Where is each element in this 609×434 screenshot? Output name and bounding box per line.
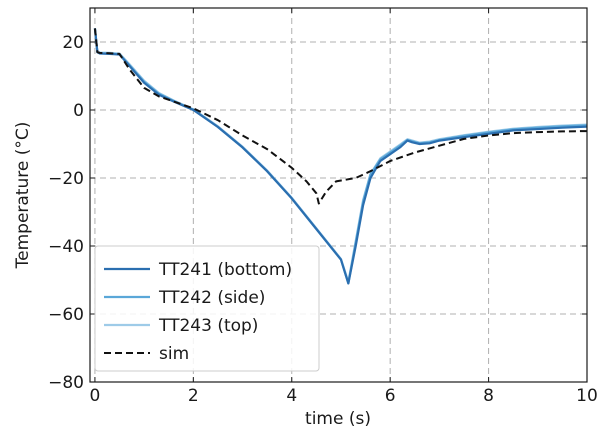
series-line-sim [93, 28, 588, 205]
y-axis-label: Temperature (°C) [13, 122, 33, 270]
y-tick-labels: −80 −60 −40 −20 0 20 [48, 33, 84, 393]
x-tick-label: 10 [576, 386, 598, 406]
legend-box [94, 245, 320, 372]
legend-label-tt242: TT242 (side) [158, 288, 265, 308]
legend: TT241 (bottom) TT242 (side) TT243 (top) … [94, 245, 320, 372]
plot-series [93, 28, 588, 285]
axis-ticks [90, 8, 588, 383]
series-line-tt242 [93, 28, 588, 285]
x-tick-label: 4 [286, 386, 297, 406]
series-line-tt241 [93, 28, 588, 285]
x-tick-labels: 0 2 4 6 8 10 [90, 386, 598, 406]
y-tick-label: −40 [48, 237, 84, 257]
legend-label-tt241: TT241 (bottom) [158, 260, 292, 280]
y-tick-label: −80 [48, 373, 84, 393]
x-tick-label: 2 [188, 386, 199, 406]
y-tick-label: −60 [48, 305, 84, 325]
legend-label-tt243: TT243 (top) [158, 316, 258, 336]
x-axis-label: time (s) [305, 409, 371, 429]
plot-frame [89, 7, 588, 383]
y-tick-label: 20 [62, 33, 84, 53]
x-tick-label: 8 [483, 386, 494, 406]
y-tick-label: 0 [73, 101, 84, 121]
series-line-tt243 [93, 28, 588, 283]
x-tick-label: 6 [385, 386, 396, 406]
legend-label-sim: sim [159, 344, 189, 364]
x-tick-label: 0 [90, 386, 101, 406]
y-tick-label: −20 [48, 169, 84, 189]
